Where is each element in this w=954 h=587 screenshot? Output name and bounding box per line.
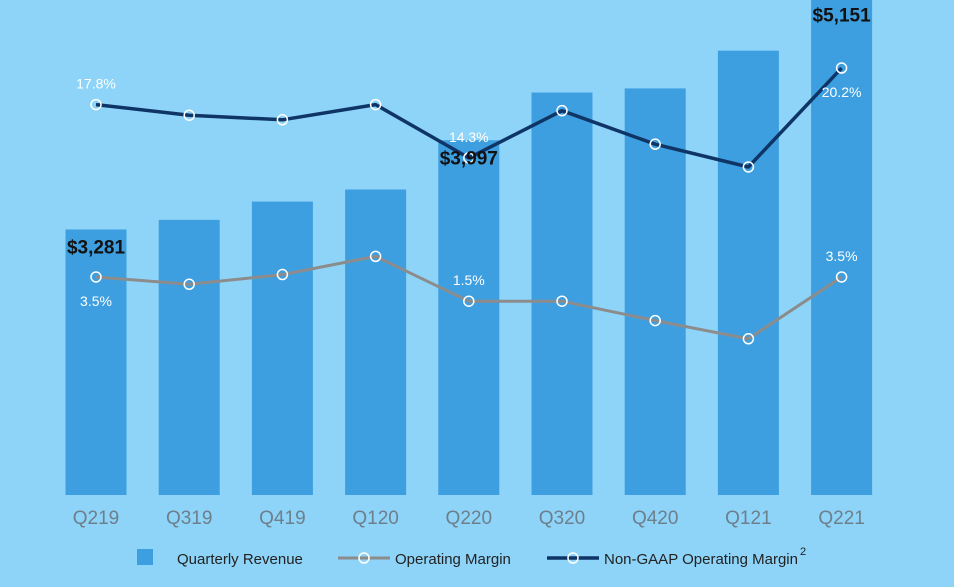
x-tick-Q319: Q319 (166, 508, 212, 529)
x-tick-Q320: Q320 (539, 508, 585, 529)
om-marker-Q219 (90, 271, 102, 283)
legend-label-operating-margin: Operating Margin (395, 551, 511, 568)
legend-label-non-gaap: Non-GAAP Operating Margin (604, 551, 798, 568)
revenue-bar-Q220 (438, 140, 500, 495)
revenue-bar-Q320 (531, 92, 593, 496)
revenue-label-Q220: $3,997 (440, 148, 498, 169)
ng-marker-Q120 (369, 98, 382, 111)
legend-superscript-non-gaap: 2 (800, 546, 806, 558)
data-labels-group: $3,281 $3,997 $5,151 3.5% 1.5% 3.5% 17.8% 14.3%… (67, 5, 871, 309)
ng-label-Q219: 17.8% (76, 76, 116, 92)
revenue-bar-Q319 (158, 219, 220, 496)
revenue-bar-Q219 (65, 229, 127, 495)
om-marker-Q221 (835, 271, 848, 283)
x-tick-Q219: Q219 (73, 508, 119, 529)
x-tick-Q221: Q221 (818, 508, 864, 529)
om-marker-Q320 (556, 295, 568, 307)
ng-label-Q220: 14.3% (449, 129, 489, 145)
x-tick-Q420: Q420 (632, 508, 678, 529)
legend-marker-operating-margin (358, 552, 370, 564)
ng-marker-Q219 (90, 98, 102, 111)
ng-label-Q221: 20.2% (822, 84, 862, 100)
ng-marker-Q220 (463, 152, 475, 164)
revenue-bar-Q419 (251, 201, 313, 495)
legend: Quarterly Revenue Operating Margin Non-GAA… (137, 546, 806, 568)
om-marker-Q120 (369, 250, 382, 263)
revenue-bar-Q120 (345, 189, 407, 495)
lines-group (90, 62, 848, 345)
om-marker-Q319 (183, 278, 195, 291)
ng-marker-Q419 (276, 114, 289, 126)
x-tick-Q419: Q419 (259, 508, 305, 529)
x-tick-Q121: Q121 (725, 508, 771, 529)
revenue-bar-Q221 (811, 0, 873, 495)
om-label-Q219: 3.5% (80, 293, 112, 309)
om-label-Q220: 1.5% (453, 272, 485, 288)
legend-swatch-revenue (137, 549, 153, 565)
om-marker-Q420 (649, 314, 661, 327)
x-tick-Q120: Q120 (352, 508, 398, 529)
legend-label-revenue: Quarterly Revenue (177, 551, 303, 568)
om-label-Q221: 3.5% (826, 248, 858, 264)
ng-marker-Q121 (742, 161, 755, 173)
revenue-bar-Q420 (624, 88, 686, 495)
om-line (95, 254, 843, 341)
om-marker-Q419 (276, 268, 289, 281)
legend-marker-non-gaap (567, 552, 579, 564)
revenue-bar-Q121 (717, 50, 779, 496)
ng-marker-Q319 (183, 109, 195, 121)
ng-line (95, 66, 843, 169)
revenue-label-Q219: $3,281 (67, 237, 126, 258)
bars-group (65, 0, 873, 496)
om-marker-Q121 (742, 333, 755, 345)
ng-marker-Q221 (835, 62, 848, 74)
x-tick-Q220: Q220 (446, 508, 492, 529)
om-marker-Q220 (463, 295, 475, 307)
ng-marker-Q320 (556, 104, 568, 117)
ng-marker-Q420 (649, 138, 661, 150)
revenue-label-Q221: $5,151 (813, 5, 872, 26)
x-axis-ticks: Q219 Q319 Q419 Q120 Q220 Q320 Q420 Q121 Q221 (73, 508, 865, 529)
